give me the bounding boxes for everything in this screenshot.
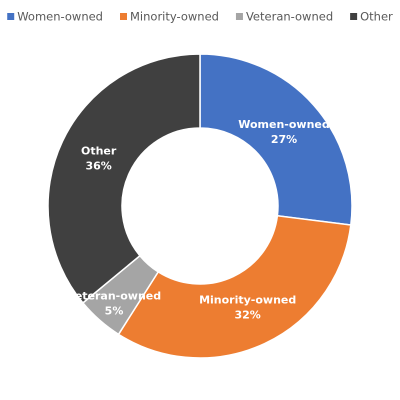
slice-label-name: Other: [81, 144, 117, 157]
slice-label-value: 36%: [85, 159, 111, 172]
donut: [47, 53, 353, 359]
slice-label-name: Veteran-owned: [67, 290, 161, 303]
slice: [117, 214, 352, 359]
legend-label: Veteran-owned: [246, 10, 333, 24]
legend-label: Women-owned: [17, 10, 103, 24]
data-labels: Women-owned 27% Minority-owned 32% Veteran-o…: [67, 118, 330, 321]
slice-label-name: Minority-owned: [199, 293, 296, 306]
legend-label: Minority-owned: [130, 10, 219, 24]
legend-label: Other: [360, 10, 393, 24]
legend-swatch: [350, 13, 358, 20]
slice-label-value: 27%: [271, 133, 297, 146]
legend-swatch: [7, 13, 15, 20]
legend: Women-owned Minority-owned Veteran-owned Ot…: [7, 10, 393, 24]
slice-label-value: 5%: [105, 305, 124, 318]
legend-swatch: [120, 13, 127, 20]
slice: [199, 53, 353, 226]
slice-label-name: Women-owned: [238, 118, 330, 131]
slice-label-value: 32%: [235, 308, 261, 321]
legend-swatch: [235, 13, 243, 20]
slice: [47, 53, 201, 304]
